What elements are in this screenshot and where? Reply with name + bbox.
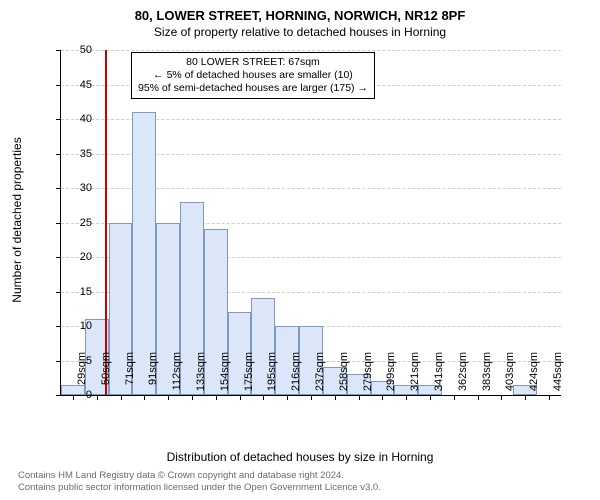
ytick-mark	[56, 50, 61, 51]
xtick-label: 279sqm	[362, 352, 374, 391]
xtick-mark	[501, 395, 502, 400]
xtick-label: 112sqm	[171, 352, 183, 390]
ytick-mark	[56, 85, 61, 86]
xtick-label: 362sqm	[457, 352, 469, 391]
ytick-mark	[56, 361, 61, 362]
ytick-mark	[56, 292, 61, 293]
xtick-label: 383sqm	[481, 352, 493, 391]
ytick-label: 35	[62, 148, 92, 160]
annotation-line: ← 5% of detached houses are smaller (10)	[138, 69, 368, 82]
xtick-mark	[192, 395, 193, 400]
ytick-label: 20	[62, 251, 92, 263]
xtick-label: 91sqm	[147, 352, 159, 385]
xtick-label: 258sqm	[338, 352, 350, 391]
ytick-mark	[56, 326, 61, 327]
xtick-mark	[97, 395, 98, 400]
xtick-mark	[478, 395, 479, 400]
xtick-mark	[406, 395, 407, 400]
xtick-label: 216sqm	[290, 352, 302, 391]
annotation-line: 80 LOWER STREET: 67sqm	[138, 56, 368, 69]
annotation-box: 80 LOWER STREET: 67sqm← 5% of detached h…	[131, 52, 375, 99]
annotation-line: 95% of semi-detached houses are larger (…	[138, 82, 368, 95]
gridline	[61, 50, 561, 51]
footer-line-2: Contains public sector information licen…	[18, 482, 381, 494]
xtick-label: 195sqm	[266, 352, 278, 391]
chart-title: 80, LOWER STREET, HORNING, NORWICH, NR12…	[0, 0, 600, 23]
xtick-label: 237sqm	[314, 352, 326, 391]
xtick-mark	[335, 395, 336, 400]
xtick-mark	[311, 395, 312, 400]
ytick-label: 10	[62, 320, 92, 332]
xtick-mark	[430, 395, 431, 400]
xtick-label: 175sqm	[243, 352, 255, 391]
xtick-mark	[168, 395, 169, 400]
xtick-label: 445sqm	[552, 352, 564, 391]
xtick-mark	[121, 395, 122, 400]
xtick-mark	[382, 395, 383, 400]
footer-attribution: Contains HM Land Registry data © Crown c…	[18, 470, 381, 494]
chart-area: 80 LOWER STREET: 67sqm← 5% of detached h…	[60, 50, 560, 395]
ytick-label: 45	[62, 79, 92, 91]
plot-region: 80 LOWER STREET: 67sqm← 5% of detached h…	[60, 50, 561, 396]
ytick-mark	[56, 154, 61, 155]
xtick-label: 133sqm	[195, 352, 207, 391]
xtick-label: 154sqm	[219, 352, 231, 391]
x-axis-label: Distribution of detached houses by size …	[0, 450, 600, 464]
xtick-mark	[549, 395, 550, 400]
xtick-label: 29sqm	[76, 352, 88, 385]
ytick-mark	[56, 395, 61, 396]
ytick-label: 25	[62, 217, 92, 229]
xtick-label: 321sqm	[409, 352, 421, 391]
xtick-mark	[525, 395, 526, 400]
y-axis-label: Number of detached properties	[10, 137, 24, 302]
ytick-label: 30	[62, 182, 92, 194]
ytick-mark	[56, 257, 61, 258]
ytick-label: 40	[62, 113, 92, 125]
xtick-label: 299sqm	[385, 352, 397, 391]
xtick-label: 403sqm	[504, 352, 516, 391]
footer-line-1: Contains HM Land Registry data © Crown c…	[18, 470, 381, 482]
marker-line	[105, 50, 107, 395]
xtick-mark	[287, 395, 288, 400]
xtick-label: 71sqm	[124, 352, 136, 385]
xtick-mark	[144, 395, 145, 400]
xtick-label: 50sqm	[100, 352, 112, 385]
ytick-label: 0	[62, 389, 92, 401]
xtick-mark	[240, 395, 241, 400]
ytick-mark	[56, 188, 61, 189]
ytick-mark	[56, 119, 61, 120]
xtick-label: 341sqm	[433, 352, 445, 391]
xtick-label: 424sqm	[528, 352, 540, 391]
xtick-mark	[454, 395, 455, 400]
chart-subtitle: Size of property relative to detached ho…	[0, 23, 600, 39]
ytick-mark	[56, 223, 61, 224]
ytick-label: 50	[62, 44, 92, 56]
xtick-mark	[216, 395, 217, 400]
ytick-label: 15	[62, 286, 92, 298]
xtick-mark	[359, 395, 360, 400]
xtick-mark	[263, 395, 264, 400]
